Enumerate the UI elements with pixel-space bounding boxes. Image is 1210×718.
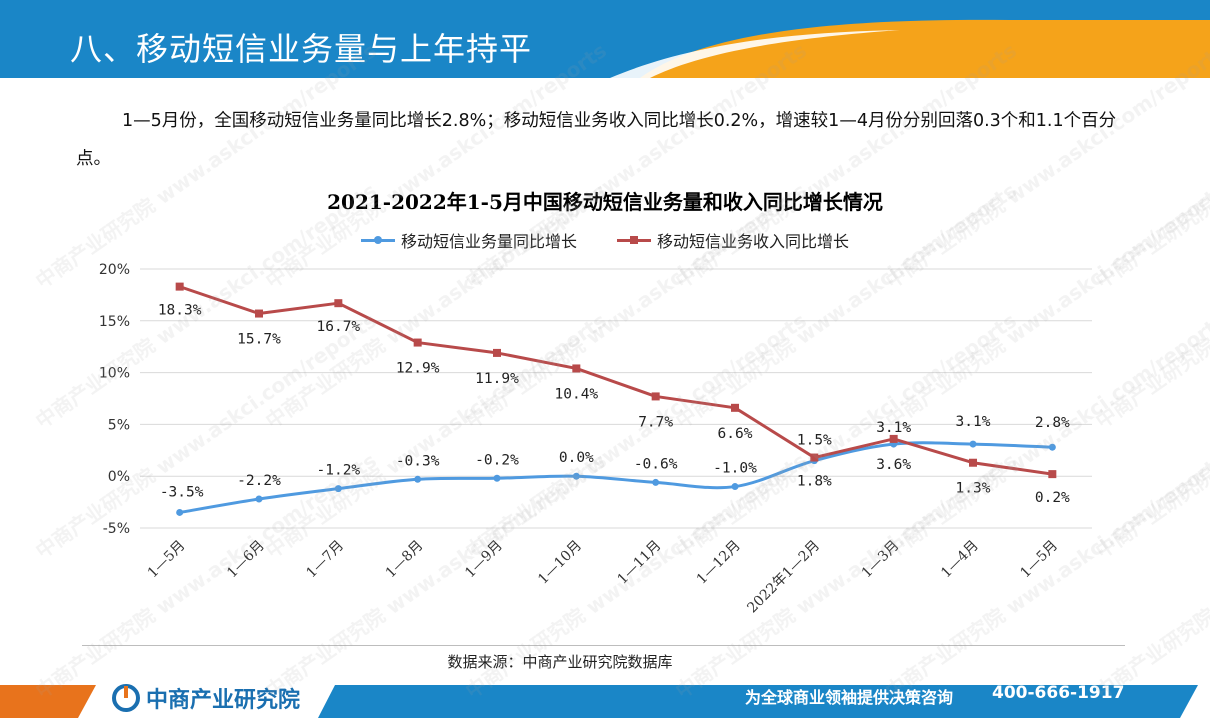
x-tick-label: 1—12月 bbox=[694, 538, 744, 588]
x-tick-label: 1—7月 bbox=[303, 538, 347, 582]
data-label-revenue: 15.7% bbox=[237, 332, 281, 348]
chart-title: 2021-2022年1-5月中国移动短信业务量和收入同比增长情况 bbox=[327, 190, 883, 214]
data-point-revenue bbox=[969, 458, 977, 467]
data-point-revenue bbox=[175, 282, 184, 291]
x-tick-label: 2022年1—2月 bbox=[744, 538, 823, 617]
data-label-volume: -1.2% bbox=[317, 463, 361, 479]
data-label-volume: -0.6% bbox=[634, 456, 678, 472]
data-point-revenue bbox=[413, 338, 422, 347]
data-label-volume: 0.0% bbox=[559, 450, 594, 466]
data-label-volume: -0.2% bbox=[475, 452, 519, 468]
footer-phone: 400-666-1917 bbox=[992, 683, 1125, 703]
x-tick-label: 1—9月 bbox=[462, 538, 506, 582]
data-label-volume: -3.5% bbox=[160, 484, 204, 500]
company-logo-icon bbox=[112, 684, 140, 712]
divider bbox=[82, 645, 1125, 646]
y-tick-label: -5% bbox=[103, 521, 130, 537]
summary-paragraph: 1—5月份，全国移动短信业务量同比增长2.8%；移动短信业务收入同比增长0.2%… bbox=[76, 111, 1117, 169]
line-chart: -5% 0% 5% 10% 15% 20% 1—5月 1—6月 1—7月 1—8月 1—9月 1—10… bbox=[99, 262, 1092, 617]
x-tick-label: 1—6月 bbox=[224, 538, 268, 582]
data-label-volume: -2.2% bbox=[237, 473, 281, 489]
data-label-volume: 3.1% bbox=[876, 420, 911, 436]
data-label-revenue: 10.4% bbox=[555, 386, 599, 402]
data-label-revenue: 11.9% bbox=[475, 371, 519, 387]
data-point-revenue bbox=[889, 434, 898, 443]
x-tick-label: 1—5月 bbox=[1017, 538, 1061, 582]
data-label-revenue: 1.3% bbox=[956, 481, 991, 497]
legend-swatch-revenue bbox=[617, 233, 651, 247]
series-line-revenue bbox=[179, 285, 1053, 476]
data-label-volume: -0.3% bbox=[396, 453, 440, 469]
y-tick-label: 15% bbox=[99, 314, 130, 330]
series-line-volume bbox=[179, 441, 1053, 514]
y-tick-label: 20% bbox=[99, 262, 130, 278]
x-tick-label: 1—11月 bbox=[614, 538, 664, 588]
y-tick-label: 5% bbox=[108, 417, 130, 433]
data-point-volume bbox=[414, 475, 422, 483]
data-label-revenue: 0.2% bbox=[1035, 490, 1070, 506]
data-point-volume bbox=[652, 478, 660, 486]
x-tick-label: 1—5月 bbox=[145, 538, 189, 582]
data-point-revenue bbox=[572, 364, 581, 373]
legend-item-revenue: 移动短信业务收入同比增长 bbox=[617, 228, 849, 252]
data-label-revenue: 16.7% bbox=[317, 319, 361, 335]
legend-item-volume: 移动短信业务量同比增长 bbox=[360, 228, 577, 252]
data-point-volume bbox=[334, 485, 342, 493]
data-source-note: 数据来源：中商产业研究院数据库 bbox=[447, 653, 673, 671]
data-label-revenue: 12.9% bbox=[396, 361, 440, 377]
data-point-revenue bbox=[810, 453, 819, 462]
data-point-volume bbox=[176, 508, 184, 516]
footer-bar bbox=[0, 681, 1210, 718]
data-label-revenue: 18.3% bbox=[158, 303, 202, 319]
data-point-volume bbox=[493, 474, 501, 482]
data-label-volume: 1.5% bbox=[797, 433, 832, 449]
data-label-revenue: 3.6% bbox=[876, 457, 911, 473]
brand-name: 中商产业研究院 bbox=[146, 688, 301, 713]
data-point-revenue bbox=[493, 348, 501, 357]
data-point-volume bbox=[572, 472, 580, 480]
x-tick-label: 1—10月 bbox=[535, 538, 585, 588]
data-point-revenue bbox=[334, 299, 343, 308]
x-tick-label: 1—8月 bbox=[383, 538, 427, 582]
data-label-volume: -1.0% bbox=[713, 461, 757, 477]
data-point-volume bbox=[255, 495, 263, 503]
data-point-revenue bbox=[1048, 470, 1057, 479]
data-point-volume bbox=[969, 440, 977, 448]
y-tick-label: 0% bbox=[108, 469, 130, 485]
data-label-volume: 3.1% bbox=[956, 414, 991, 430]
legend-label-volume: 移动短信业务量同比增长 bbox=[400, 232, 577, 251]
page-title: 八、移动短信业务量与上年持平 bbox=[70, 30, 533, 68]
data-point-revenue bbox=[651, 392, 660, 401]
data-label-revenue: 1.8% bbox=[797, 474, 832, 490]
header-bar bbox=[0, 0, 1210, 80]
footer-background bbox=[0, 685, 1198, 718]
data-label-revenue: 7.7% bbox=[638, 414, 673, 430]
data-point-volume bbox=[1048, 443, 1056, 451]
legend-swatch-volume bbox=[360, 233, 395, 247]
header-background bbox=[0, 0, 1210, 78]
data-label-volume: 2.8% bbox=[1035, 415, 1070, 431]
chart-legend: 移动短信业务量同比增长 移动短信业务收入同比增长 bbox=[0, 228, 1210, 252]
legend-label-revenue: 移动短信业务收入同比增长 bbox=[657, 232, 850, 251]
data-point-revenue bbox=[731, 403, 739, 412]
data-point-revenue bbox=[255, 309, 263, 318]
data-label-revenue: 6.6% bbox=[718, 426, 753, 442]
data-point-volume bbox=[731, 483, 739, 491]
brand-logo-block: 中商产业研究院 bbox=[112, 683, 300, 713]
x-tick-label: 1—4月 bbox=[938, 538, 982, 582]
x-tick-label: 1—3月 bbox=[859, 538, 903, 582]
y-tick-label: 10% bbox=[99, 366, 130, 382]
footer-slogan: 为全球商业领袖提供决策咨询 bbox=[745, 688, 954, 707]
